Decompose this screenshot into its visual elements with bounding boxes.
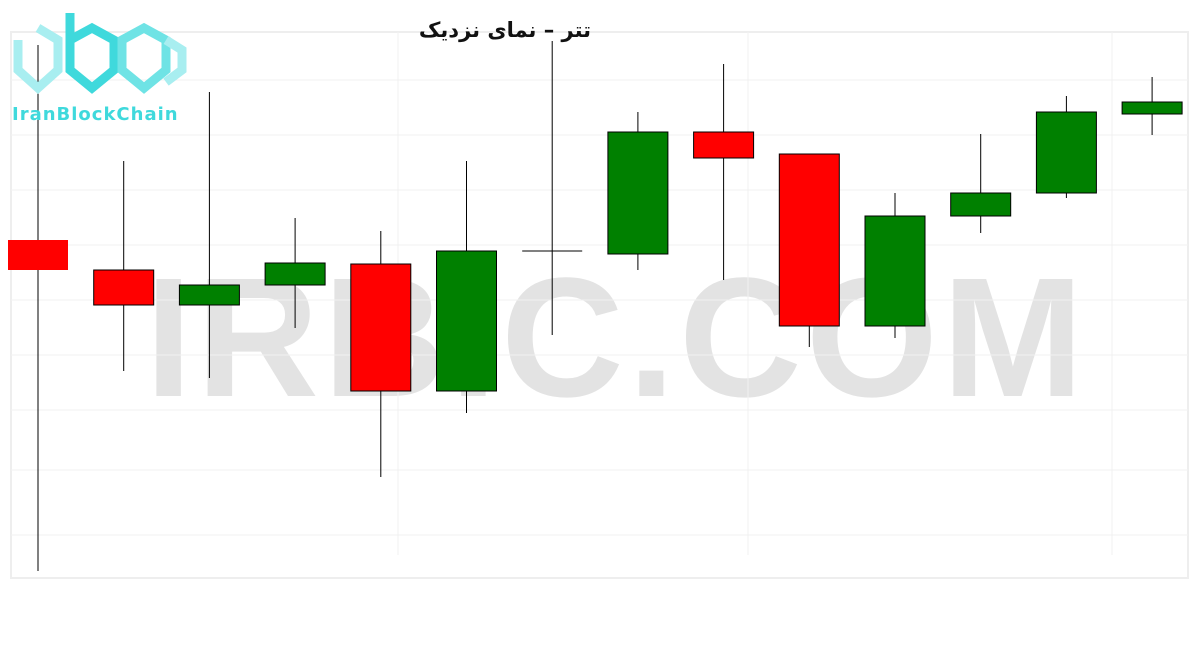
candle-body (8, 240, 68, 270)
chart-title: تتر – نمای نزدیک (418, 18, 592, 42)
candle-body (950, 192, 1012, 217)
iranblockchain-logo-icon (13, 13, 187, 95)
plot-frame (10, 31, 1189, 579)
candle-body (607, 131, 669, 255)
candle-body (264, 262, 326, 286)
candle-body (693, 131, 755, 159)
candle-body (93, 269, 155, 306)
candle-body (350, 263, 412, 392)
candle-body (864, 215, 926, 327)
candle-body (436, 250, 497, 392)
logo-text: IranBlockChain (12, 104, 179, 125)
candle-body (1035, 111, 1097, 194)
candle-body (1121, 101, 1183, 115)
candle-body (178, 284, 240, 306)
candle-body (778, 153, 840, 327)
